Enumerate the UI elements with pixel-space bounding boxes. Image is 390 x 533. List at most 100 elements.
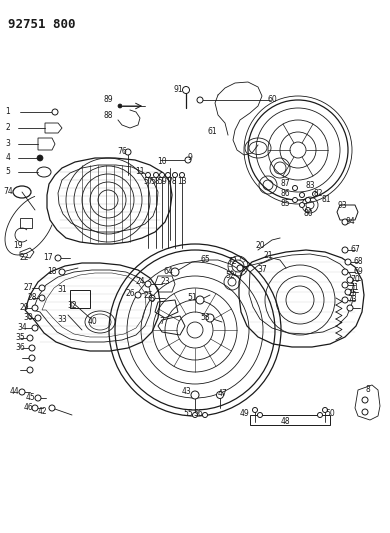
Circle shape bbox=[27, 367, 33, 373]
Text: 20: 20 bbox=[255, 240, 265, 249]
Circle shape bbox=[55, 255, 61, 261]
Circle shape bbox=[305, 198, 310, 203]
Circle shape bbox=[49, 405, 55, 411]
Text: 22: 22 bbox=[19, 254, 29, 262]
Text: 48: 48 bbox=[280, 417, 290, 426]
Circle shape bbox=[237, 265, 243, 271]
Circle shape bbox=[172, 173, 177, 177]
Circle shape bbox=[32, 405, 38, 411]
Circle shape bbox=[19, 389, 25, 395]
Text: 47: 47 bbox=[217, 389, 227, 398]
Text: 28: 28 bbox=[27, 294, 37, 303]
Text: 30: 30 bbox=[23, 313, 33, 322]
Text: 89: 89 bbox=[103, 95, 113, 104]
Text: 94: 94 bbox=[345, 217, 355, 227]
Circle shape bbox=[191, 391, 199, 399]
Circle shape bbox=[135, 292, 141, 298]
Text: 37: 37 bbox=[257, 265, 267, 274]
Circle shape bbox=[196, 296, 204, 304]
Circle shape bbox=[32, 305, 38, 311]
Text: 56: 56 bbox=[193, 409, 203, 418]
Text: 53: 53 bbox=[200, 313, 210, 322]
Text: 65: 65 bbox=[200, 255, 210, 264]
Text: 83: 83 bbox=[305, 181, 315, 190]
Text: 29: 29 bbox=[19, 303, 29, 312]
Text: 19: 19 bbox=[13, 241, 23, 251]
Text: 40: 40 bbox=[88, 318, 98, 327]
Text: 32: 32 bbox=[67, 301, 77, 310]
Text: 11: 11 bbox=[135, 167, 145, 176]
Circle shape bbox=[252, 408, 257, 413]
Text: 23: 23 bbox=[160, 278, 170, 287]
Text: 1: 1 bbox=[5, 108, 11, 117]
Text: 70: 70 bbox=[350, 276, 360, 285]
Circle shape bbox=[305, 207, 310, 213]
Text: 42: 42 bbox=[37, 408, 47, 416]
Circle shape bbox=[125, 149, 131, 155]
Text: 24: 24 bbox=[135, 278, 145, 287]
Text: 34: 34 bbox=[17, 324, 27, 333]
Text: 44: 44 bbox=[9, 387, 19, 397]
Circle shape bbox=[171, 268, 179, 276]
Circle shape bbox=[27, 335, 33, 341]
Text: 61: 61 bbox=[207, 127, 217, 136]
Circle shape bbox=[179, 173, 184, 177]
Text: 7: 7 bbox=[160, 318, 165, 327]
Circle shape bbox=[37, 155, 43, 161]
Circle shape bbox=[29, 355, 35, 361]
Text: 4: 4 bbox=[5, 154, 11, 163]
Text: 57: 57 bbox=[143, 177, 153, 187]
Circle shape bbox=[35, 395, 41, 401]
Text: 85: 85 bbox=[280, 198, 290, 207]
Text: 93: 93 bbox=[337, 200, 347, 209]
Text: 25: 25 bbox=[143, 292, 153, 301]
Text: 64: 64 bbox=[163, 268, 173, 277]
Circle shape bbox=[216, 392, 223, 399]
Circle shape bbox=[193, 413, 197, 417]
Text: 58: 58 bbox=[150, 177, 160, 187]
Text: 88: 88 bbox=[103, 110, 113, 119]
Circle shape bbox=[35, 315, 41, 321]
Circle shape bbox=[362, 409, 368, 415]
Circle shape bbox=[345, 289, 351, 295]
Text: 35: 35 bbox=[15, 334, 25, 343]
Circle shape bbox=[118, 104, 122, 108]
Text: 46: 46 bbox=[23, 403, 33, 413]
Text: 82: 82 bbox=[313, 189, 323, 198]
Text: 78: 78 bbox=[167, 177, 177, 187]
Circle shape bbox=[342, 282, 348, 288]
Text: 33: 33 bbox=[57, 316, 67, 325]
Circle shape bbox=[257, 413, 262, 417]
Text: 45: 45 bbox=[25, 393, 35, 402]
Text: 31: 31 bbox=[57, 286, 67, 295]
Circle shape bbox=[29, 345, 35, 351]
Circle shape bbox=[39, 295, 45, 301]
Circle shape bbox=[197, 97, 203, 103]
Text: 17: 17 bbox=[43, 254, 53, 262]
Circle shape bbox=[183, 86, 190, 93]
Text: 18: 18 bbox=[47, 268, 57, 277]
Text: 55: 55 bbox=[183, 409, 193, 418]
Circle shape bbox=[149, 295, 155, 301]
Circle shape bbox=[342, 269, 348, 275]
Text: 13: 13 bbox=[177, 177, 187, 187]
Circle shape bbox=[59, 269, 65, 275]
Text: 80: 80 bbox=[303, 208, 313, 217]
Text: 91: 91 bbox=[173, 85, 183, 94]
Circle shape bbox=[347, 305, 353, 311]
Text: 67: 67 bbox=[350, 246, 360, 254]
Text: 73: 73 bbox=[347, 295, 357, 304]
Text: 27: 27 bbox=[23, 284, 33, 293]
Circle shape bbox=[32, 325, 38, 331]
Circle shape bbox=[145, 281, 151, 287]
Circle shape bbox=[312, 191, 317, 197]
Circle shape bbox=[160, 173, 165, 177]
Text: 71: 71 bbox=[349, 282, 359, 292]
Text: 49: 49 bbox=[240, 409, 250, 418]
Text: 50: 50 bbox=[325, 409, 335, 418]
Circle shape bbox=[292, 198, 298, 203]
Text: 21: 21 bbox=[263, 251, 273, 260]
Text: 74: 74 bbox=[3, 188, 13, 197]
Text: 60: 60 bbox=[267, 95, 277, 104]
Circle shape bbox=[362, 397, 368, 403]
